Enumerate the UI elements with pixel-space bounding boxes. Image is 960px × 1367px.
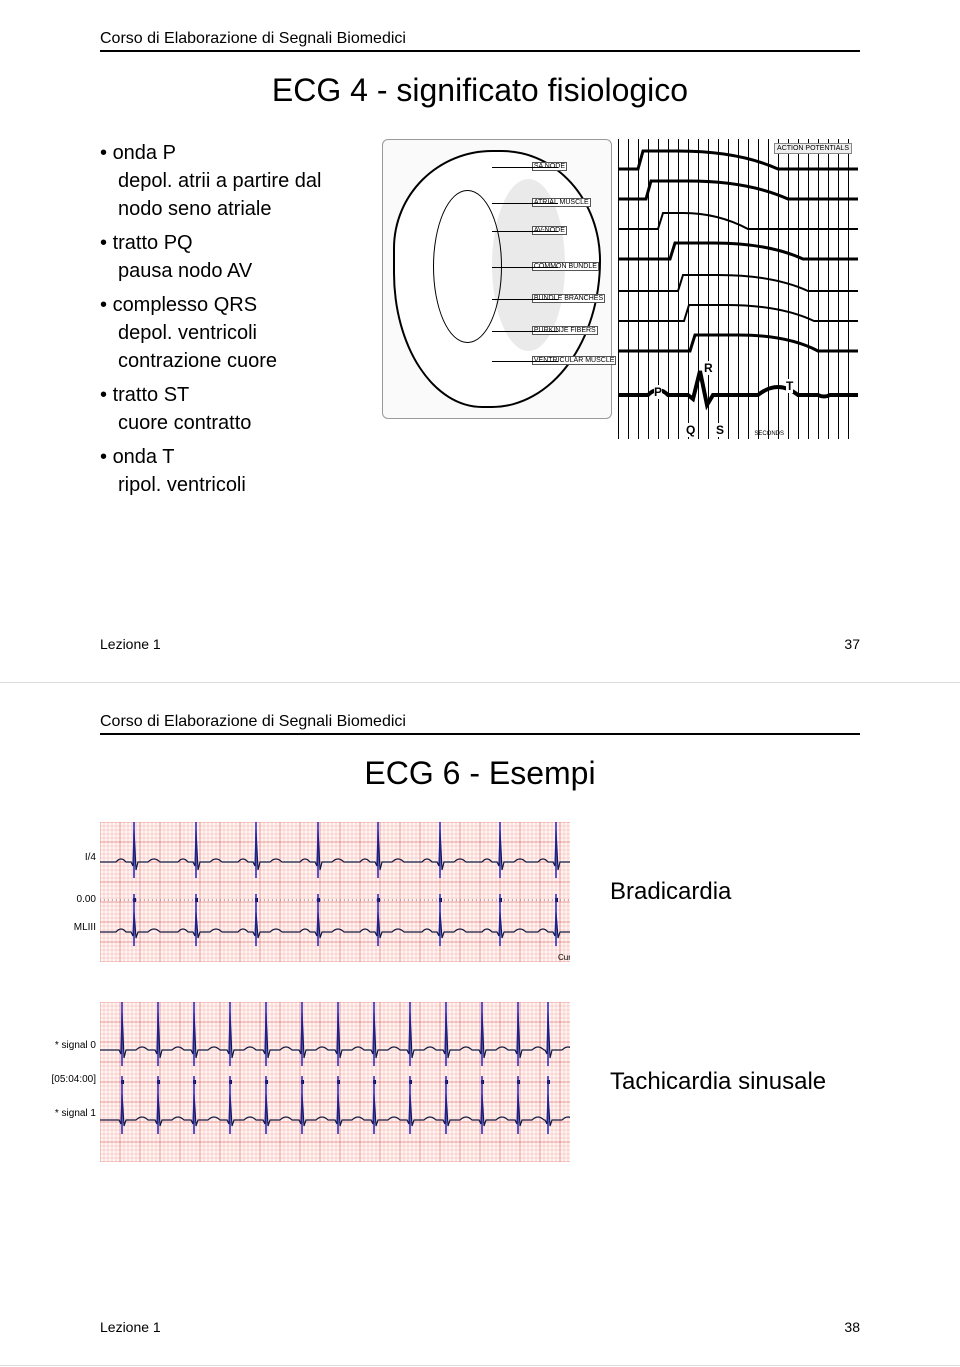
footer-page: 37: [844, 636, 860, 652]
bullet-item: onda Pdepol. atrii a partire dal nodo se…: [100, 139, 360, 223]
ecg-left-label: * signal 1: [55, 1108, 96, 1119]
pqrst-label: S: [716, 423, 724, 437]
ecg-left-label: MLIII: [74, 922, 96, 933]
tachycardia-label: Tachicardia sinusale: [610, 1068, 826, 1097]
bradycardia-row: Cur. I/40.00MLIII Bradicardia: [120, 822, 860, 962]
pqrst-label: Q: [686, 423, 695, 437]
tachycardia-row: * signal 0[05:04:00]* signal 1 Tachicard…: [120, 1002, 860, 1162]
bullet-item: tratto STcuore contratto: [100, 381, 360, 437]
ecg-left-label: I/4: [85, 852, 96, 863]
bradycardia-label: Bradicardia: [610, 878, 731, 906]
ecg-left-label: * signal 0: [55, 1040, 96, 1051]
tachycardia-chart: * signal 0[05:04:00]* signal 1: [100, 1002, 570, 1162]
pqrst-label: P: [654, 385, 662, 399]
bullet-item: tratto PQpausa nodo AV: [100, 229, 360, 285]
ap-seconds-label: SECONDS: [754, 431, 784, 437]
bradycardia-chart: Cur. I/40.00MLIII: [100, 822, 570, 962]
footer-lesson: Lezione 1: [100, 1319, 161, 1335]
course-header: Corso di Elaborazione di Segnali Biomedi…: [100, 30, 860, 52]
ecg-left-label: 0.00: [77, 894, 96, 905]
pqrst-label: T: [786, 379, 793, 393]
footer-page: 38: [844, 1319, 860, 1335]
slide-title: ECG 6 - Esempi: [100, 755, 860, 792]
heart-illustration: SA NODEATRIAL MUSCLEAV-NODECOMMON BUNDLE…: [382, 139, 612, 419]
bullet-item: complesso QRSdepol. ventricoli contrazio…: [100, 291, 360, 375]
ecg-left-label: [05:04:00]: [52, 1074, 96, 1085]
bullet-list: onda Pdepol. atrii a partire dal nodo se…: [100, 139, 360, 505]
footer-lesson: Lezione 1: [100, 636, 161, 652]
action-potential-chart: ACTION POTENTIALS PRTQS SECONDS: [618, 139, 858, 439]
slide-title: ECG 4 - significato fisiologico: [100, 72, 860, 109]
slide-1: Corso di Elaborazione di Segnali Biomedi…: [0, 0, 960, 683]
svg-text:Cur.: Cur.: [558, 953, 570, 962]
pqrst-label: R: [704, 361, 713, 375]
slide1-content: onda Pdepol. atrii a partire dal nodo se…: [100, 139, 860, 505]
slide-2: Corso di Elaborazione di Segnali Biomedi…: [0, 683, 960, 1366]
bullet-item: onda Tripol. ventricoli: [100, 443, 360, 499]
heart-ap-diagram: SA NODEATRIAL MUSCLEAV-NODECOMMON BUNDLE…: [380, 139, 860, 505]
course-header: Corso di Elaborazione di Segnali Biomedi…: [100, 713, 860, 735]
